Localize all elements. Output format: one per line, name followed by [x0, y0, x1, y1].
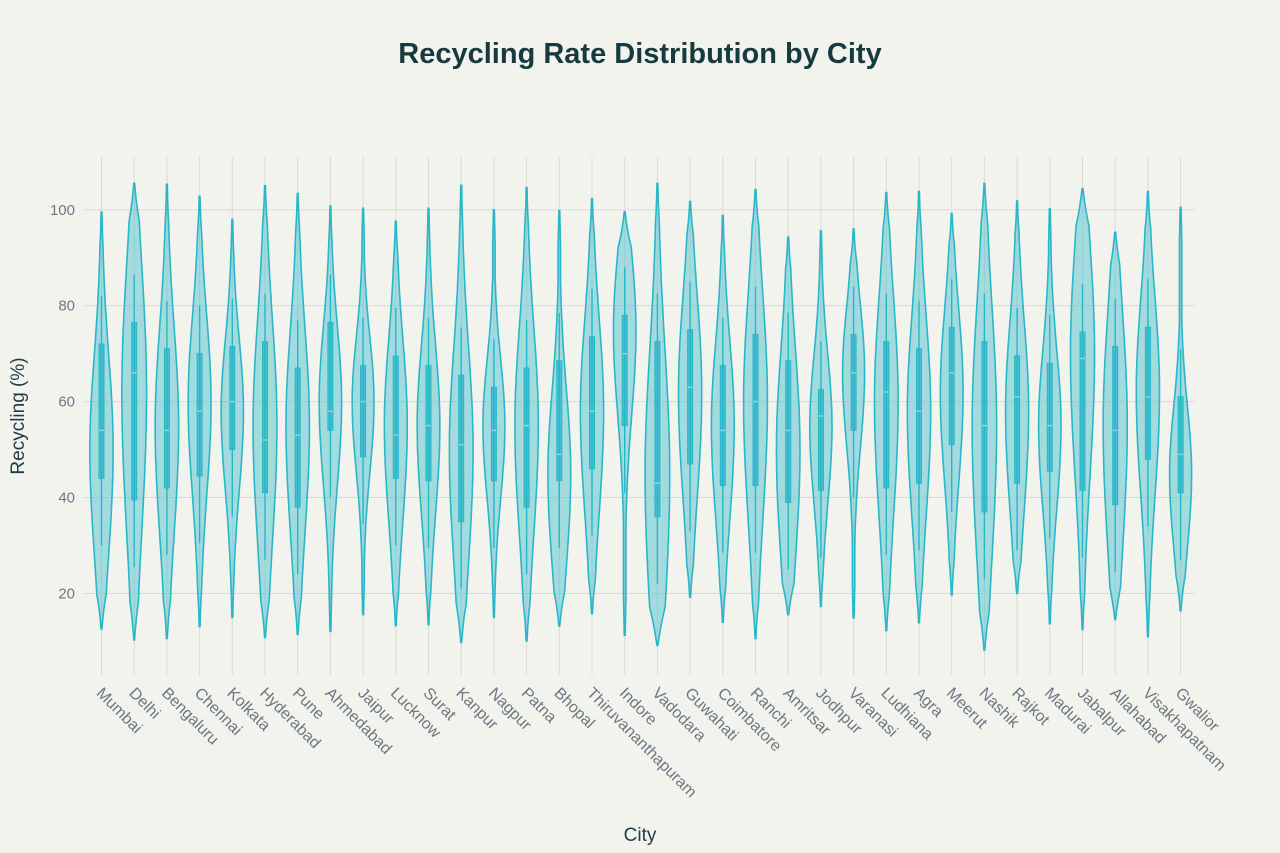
violin-box — [392, 355, 399, 479]
violin-box — [1144, 326, 1151, 460]
violin-box — [229, 345, 236, 451]
violin-bhopal — [547, 209, 572, 627]
y-tick-label: 60 — [58, 394, 75, 411]
violin-jaipur — [351, 207, 375, 616]
violin-agra — [906, 190, 932, 624]
violin-box — [817, 389, 824, 491]
violin-madurai — [1037, 208, 1062, 625]
violin-vadodara — [644, 182, 671, 647]
violin-box — [850, 333, 857, 431]
violin-box — [883, 341, 890, 489]
y-tick-label: 100 — [50, 202, 75, 219]
y-tick-label: 80 — [58, 298, 75, 315]
violin-surat — [416, 207, 441, 626]
violin-box — [458, 374, 465, 523]
violin-mumbai — [89, 211, 114, 630]
violin-box — [785, 360, 792, 503]
violin-box — [589, 336, 595, 470]
violin-box — [1014, 355, 1021, 484]
violin-kanpur — [448, 184, 474, 644]
violin-box — [1112, 345, 1119, 506]
violin-box — [196, 353, 203, 477]
violin-thiruvananthapuram — [579, 197, 605, 615]
violin-box — [1079, 331, 1086, 491]
violin-box — [425, 365, 432, 482]
y-tick-label: 20 — [58, 585, 75, 602]
violin-box — [719, 365, 726, 487]
violins — [89, 182, 1193, 651]
violin-rajkot — [1004, 200, 1030, 595]
x-axis-title: City — [624, 825, 657, 846]
violin-box — [687, 329, 694, 465]
violin-box — [1046, 362, 1053, 472]
violin-pune — [285, 192, 311, 635]
violin-jodhpur — [809, 230, 833, 608]
violin-varanasi — [841, 228, 866, 619]
violin-meerut — [939, 212, 964, 596]
violin-box — [556, 360, 563, 482]
violin-box — [654, 341, 661, 518]
y-axis-ticks: 20 40 60 80 100 — [50, 202, 75, 603]
violin-ahmedabad — [318, 205, 343, 633]
violin-box — [1177, 396, 1184, 494]
violin-kolkata — [220, 218, 245, 619]
violin-gwalior — [1168, 206, 1193, 612]
violin-nagpur — [482, 209, 506, 619]
violin-delhi — [121, 182, 148, 641]
violin-box — [523, 367, 530, 508]
violin-jabalpur — [1069, 187, 1096, 631]
violin-box — [163, 348, 170, 489]
y-axis-title: Recycling (%) — [8, 357, 29, 474]
violin-visakhapatnam — [1135, 190, 1161, 638]
violin-box — [262, 341, 268, 494]
violin-box — [327, 321, 334, 431]
violin-hyderabad — [252, 185, 278, 639]
violin-box — [981, 341, 988, 513]
violin-coimbatore — [710, 214, 735, 623]
chart-title: Recycling Rate Distribution by City — [398, 38, 881, 70]
violin-box — [752, 333, 759, 487]
x-axis-ticks: MumbaiDelhiBengaluruChennaiKolkataHydera… — [93, 685, 1229, 801]
violin-chennai — [187, 195, 212, 628]
violin-allahabad — [1102, 231, 1128, 621]
violin-box — [98, 343, 105, 479]
violin-box — [916, 348, 922, 484]
violin-box — [294, 367, 301, 508]
violin-amritsar — [775, 236, 801, 616]
violin-ranchi — [742, 188, 769, 640]
violin-box — [131, 321, 138, 501]
violin-guwahati — [677, 200, 703, 599]
violin-box — [490, 386, 497, 482]
violin-ludhiana — [873, 191, 899, 632]
violin-nashik — [971, 182, 998, 651]
violin-box — [948, 326, 955, 446]
violin-box — [621, 314, 628, 427]
violin-lucknow — [383, 220, 408, 627]
y-tick-label: 40 — [58, 490, 75, 507]
violin-bengaluru — [154, 183, 180, 640]
violin-box — [360, 365, 367, 458]
violin-indore — [612, 210, 637, 636]
violin-patna — [514, 186, 540, 642]
